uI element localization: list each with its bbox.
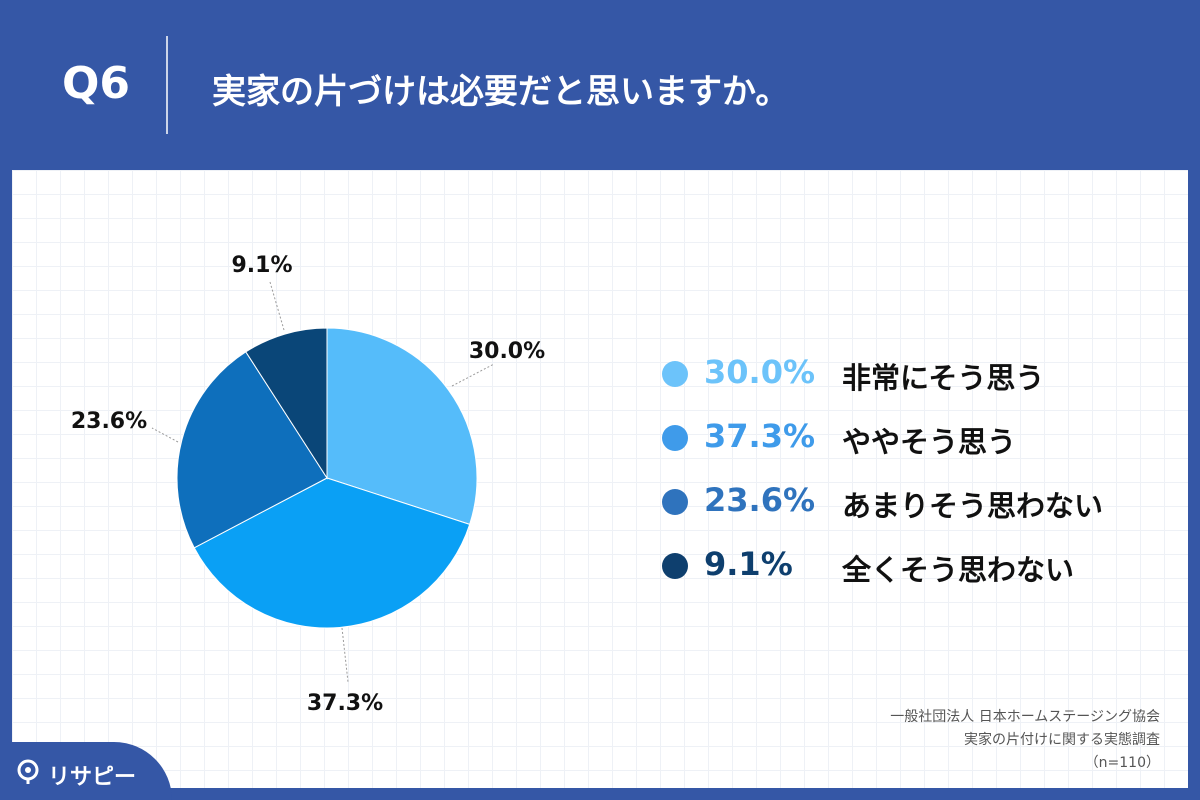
legend-swatch (662, 553, 688, 579)
legend-label: 全くそう思わない (842, 553, 1075, 587)
pie-slice (326, 327, 478, 525)
pie-slice (193, 477, 471, 629)
legend-label: 非常にそう思う (842, 361, 1045, 395)
pie-data-label: 37.3% (307, 691, 383, 716)
legend-percentage: 37.3% (704, 417, 816, 455)
legend-percentage: 30.0% (704, 353, 816, 391)
pie-data-label: 9.1% (231, 253, 292, 278)
pie-slice (176, 351, 328, 549)
pie-data-label: 23.6% (71, 409, 147, 434)
source-organization: 一般社団法人 日本ホームステージング協会 (890, 709, 1160, 725)
risapi-logo-icon (17, 759, 39, 784)
pie-chart: 30.0% 37.3% 23.6% 9.1% (71, 253, 545, 716)
logo: リサピー (0, 742, 172, 800)
legend-label: あまりそう思わない (842, 489, 1104, 523)
legend-swatch (662, 489, 688, 515)
header: Q6 実家の片づけは必要だと思いますか。 (0, 0, 1200, 170)
legend-percentage: 9.1% (704, 545, 793, 583)
legend-swatch (662, 425, 688, 451)
legend-label: ややそう思う (842, 425, 1017, 459)
leader-line (341, 627, 349, 683)
pie-slice (245, 327, 328, 480)
chart-panel: 30.0% 37.3% 23.6% 9.1% 30.0% 非常にそう思う 37.3% ややそ… (12, 170, 1188, 788)
legend-swatch (662, 361, 688, 387)
source-sample-size: （n=110） (1084, 755, 1160, 771)
header-divider (166, 36, 168, 134)
question-number: Q6 (62, 58, 131, 109)
logo-text: リサピー (48, 765, 137, 790)
leader-line (451, 363, 495, 387)
question-text: 実家の片づけは必要だと思いますか。 (212, 72, 790, 112)
pie-data-label: 30.0% (469, 339, 545, 364)
legend-percentage: 23.6% (704, 481, 816, 519)
leader-line (151, 427, 179, 443)
source-survey: 実家の片付けに関する実態調査 (964, 732, 1160, 748)
leader-line (269, 281, 285, 331)
source-note: 一般社団法人 日本ホームステージング協会 実家の片付けに関する実態調査 （n=1… (890, 706, 1160, 775)
